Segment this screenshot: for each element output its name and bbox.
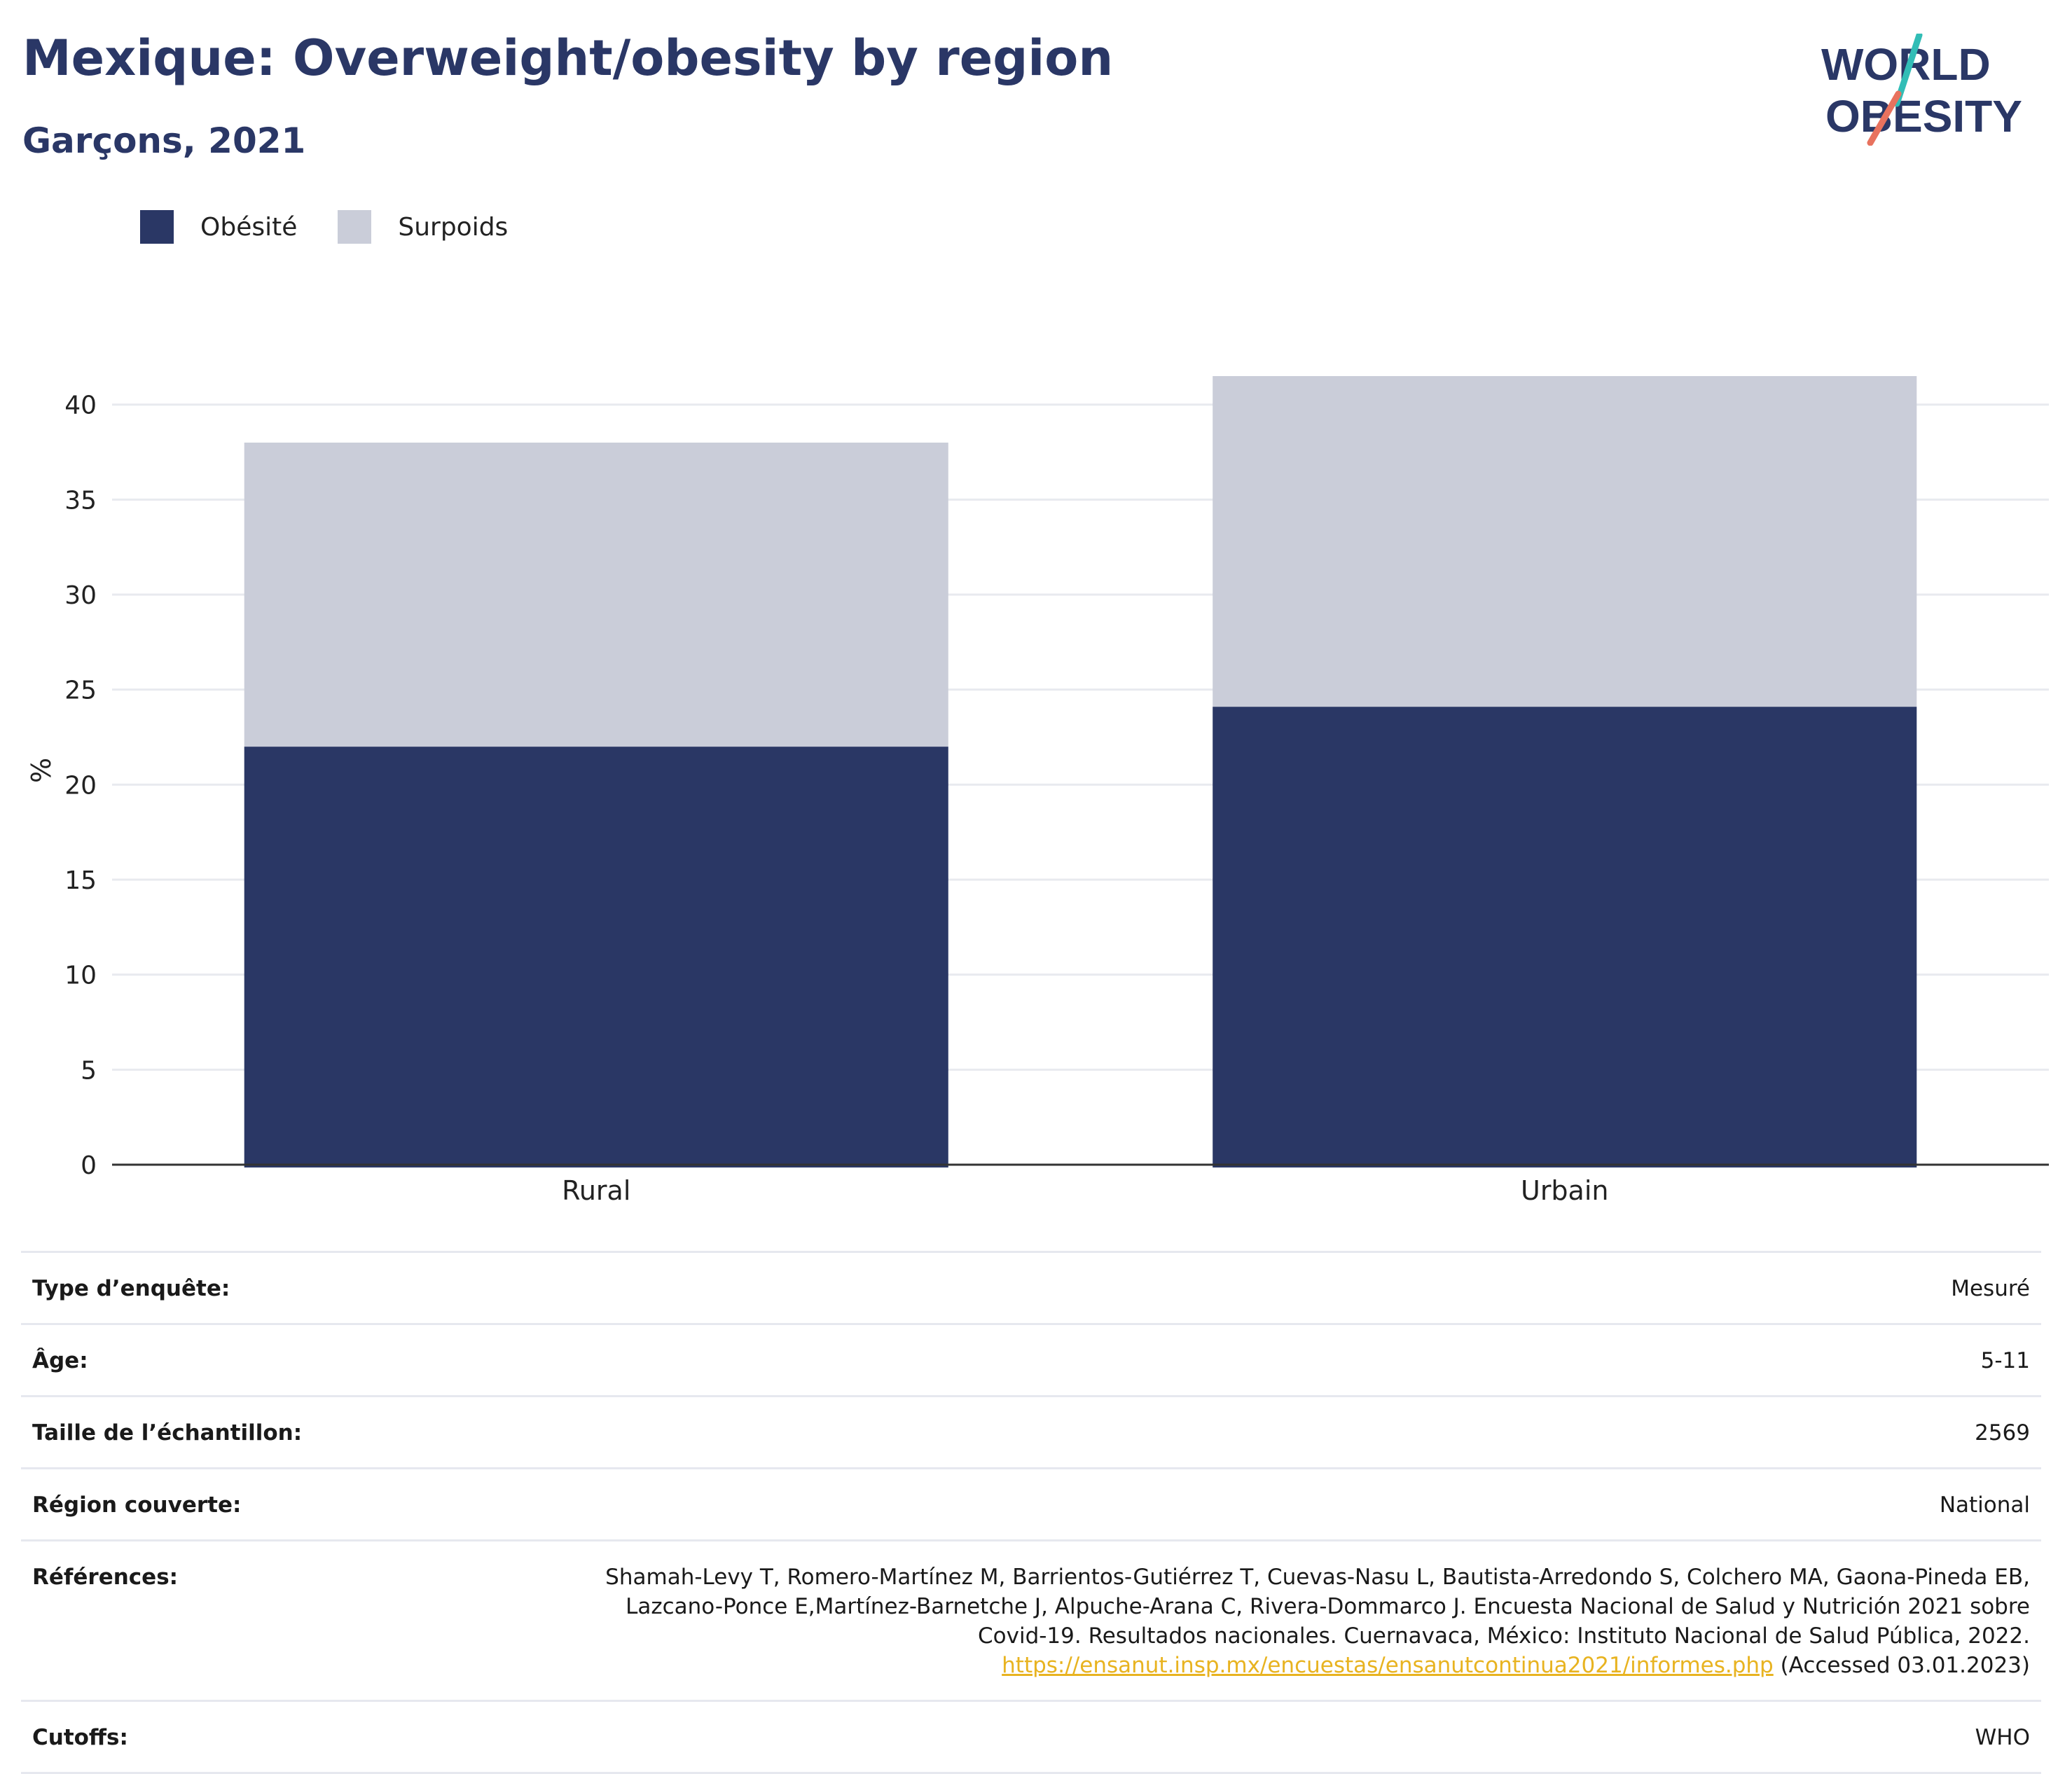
table-row: Région couverte: National — [21, 1467, 2041, 1541]
table-row: Références: Shamah-Levy T, Romero-Martín… — [21, 1539, 2041, 1701]
y-tick-label: 0 — [81, 1151, 97, 1180]
y-axis-label: % — [26, 758, 57, 783]
table-row: Âge: 5-11 — [21, 1323, 2041, 1397]
bar-obsit-rural — [244, 747, 948, 1167]
y-tick-label: 5 — [81, 1056, 97, 1085]
world-obesity-logo: WORLD OBESITY — [1821, 34, 2022, 146]
row-label: Région couverte: — [21, 1467, 534, 1541]
logo-slash-coral — [1867, 90, 1902, 146]
x-tick-label: Urbain — [1521, 1175, 1609, 1206]
page-title: Mexique: Overweight/obesity by region — [22, 29, 1114, 87]
row-label: Références: — [21, 1539, 534, 1701]
references-value: Shamah-Levy T, Romero-Martínez M, Barrie… — [534, 1539, 2041, 1701]
legend-item-surpoids[interactable]: Surpoids — [338, 210, 508, 244]
reference-accessed: (Accessed 03.01.2023) — [1773, 1653, 2030, 1678]
row-label: Taille de l’échantillon: — [21, 1395, 534, 1469]
row-value: WHO — [534, 1700, 2041, 1774]
reference-link[interactable]: https://ensanut.insp.mx/encuestas/ensanu… — [1002, 1653, 1774, 1678]
page-subtitle: Garçons, 2021 — [22, 120, 306, 161]
row-label: Cutoffs: — [21, 1700, 534, 1774]
row-value: National — [534, 1467, 2041, 1541]
y-tick-label: 25 — [64, 677, 97, 705]
x-tick-label: Rural — [562, 1175, 630, 1206]
row-value: 5-11 — [534, 1323, 2041, 1397]
y-tick-label: 30 — [64, 581, 97, 610]
table-row: Type d’enquête: Mesuré — [21, 1251, 2041, 1324]
bar-surpoids-rural — [244, 442, 948, 747]
row-label: Type d’enquête: — [21, 1251, 534, 1324]
bar-obsit-urbain — [1213, 707, 1917, 1167]
logo-word-2: OBESITY — [1825, 91, 2022, 141]
survey-info-table: Type d’enquête: Mesuré Âge: 5-11 Taille … — [21, 1251, 2041, 1774]
y-tick-label: 35 — [64, 486, 97, 515]
reference-line: Covid-19. Resultados nacionales. Cuernav… — [978, 1623, 2030, 1649]
reference-line: Shamah-Levy T, Romero-Martínez M, Barrie… — [605, 1565, 2030, 1590]
table-row: Cutoffs: WHO — [21, 1700, 2041, 1774]
y-tick-label: 15 — [64, 866, 97, 895]
y-tick-label: 40 — [64, 391, 97, 420]
row-label: Âge: — [21, 1323, 534, 1397]
chart-legend: Obésité Surpoids — [140, 210, 548, 244]
y-tick-label: 10 — [64, 962, 97, 990]
legend-item-obesite[interactable]: Obésité — [140, 210, 297, 244]
row-value: 2569 — [534, 1395, 2041, 1469]
bar-surpoids-urbain — [1213, 376, 1917, 707]
row-value: Mesuré — [534, 1251, 2041, 1324]
legend-label-obesite: Obésité — [200, 212, 298, 242]
y-tick-label: 20 — [64, 771, 97, 800]
legend-swatch-obesite — [140, 210, 174, 244]
reference-line: Lazcano-Ponce E,Martínez-Barnetche J, Al… — [626, 1594, 2030, 1619]
reference-link-line: https://ensanut.insp.mx/encuestas/ensanu… — [545, 1651, 2030, 1680]
table-row: Taille de l’échantillon: 2569 — [21, 1395, 2041, 1469]
legend-swatch-surpoids — [338, 210, 372, 244]
stacked-bar-chart: 0 5 10 15 20 25 30 35 40% Rural Urbain — [26, 376, 2049, 1206]
legend-label-surpoids: Surpoids — [398, 212, 509, 242]
